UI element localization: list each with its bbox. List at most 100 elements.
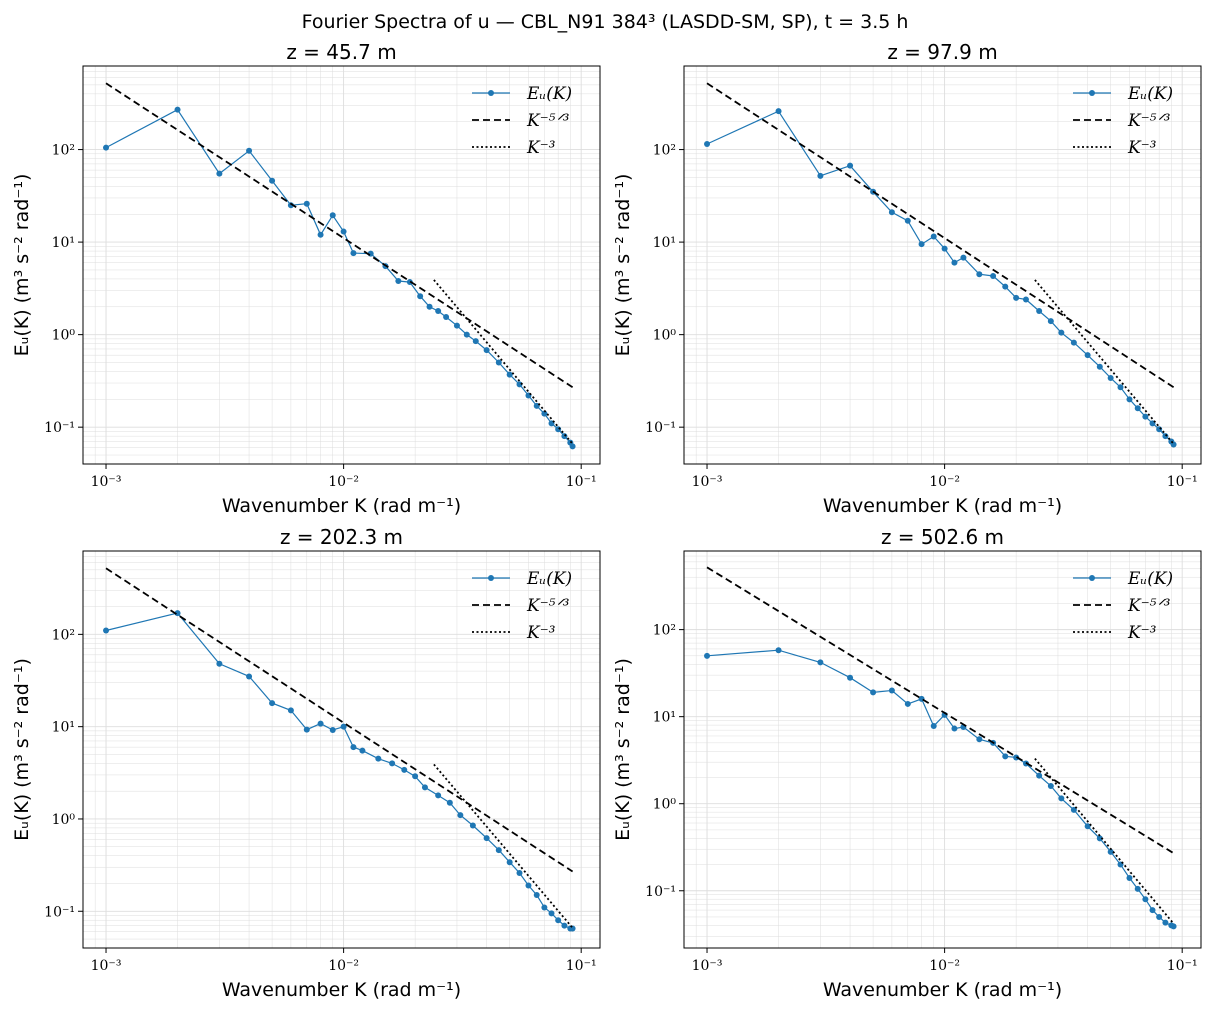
series-line-1 bbox=[105, 612, 573, 930]
data-point bbox=[817, 172, 824, 179]
data-point bbox=[375, 755, 382, 762]
data-point bbox=[1002, 753, 1009, 760]
series-line-1 bbox=[706, 649, 1174, 927]
data-point bbox=[1156, 426, 1163, 433]
data-point bbox=[421, 784, 428, 791]
data-point bbox=[303, 726, 310, 733]
data-point bbox=[495, 847, 502, 854]
data-point bbox=[930, 723, 937, 730]
data-point bbox=[555, 426, 562, 433]
legend-label: Eᵤ(K) bbox=[526, 569, 572, 589]
data-point bbox=[174, 106, 181, 113]
series-line-3 bbox=[433, 763, 574, 929]
data-point bbox=[435, 792, 442, 799]
x-tick-label: 10⁻² bbox=[929, 958, 960, 974]
data-point bbox=[359, 747, 366, 754]
data-point bbox=[317, 720, 324, 727]
data-point bbox=[495, 359, 502, 366]
plot-area bbox=[704, 566, 1177, 930]
series-line-3 bbox=[1034, 279, 1175, 445]
x-axis-label: Wavenumber K (rad m⁻¹) bbox=[222, 979, 461, 1001]
data-point bbox=[1134, 885, 1141, 892]
legend-label: K⁻⁵ᐟ³ bbox=[1127, 596, 1171, 616]
x-tick-label: 10⁻³ bbox=[91, 474, 122, 490]
data-point bbox=[1142, 896, 1149, 903]
y-tick-label: 10⁻¹ bbox=[645, 884, 676, 900]
data-point bbox=[1036, 308, 1043, 315]
series-line-2 bbox=[105, 567, 574, 873]
data-point bbox=[775, 647, 782, 654]
data-point bbox=[1013, 754, 1020, 761]
data-point bbox=[555, 917, 562, 924]
data-point bbox=[888, 687, 895, 694]
data-point bbox=[1002, 283, 1009, 290]
y-axis-label: Eᵤ(K) (m³ s⁻² rad⁻¹) bbox=[612, 658, 634, 841]
legend-marker bbox=[1089, 90, 1095, 96]
data-point bbox=[340, 228, 347, 235]
axes-frame bbox=[683, 550, 1202, 949]
legend: Eᵤ(K) K⁻⁵ᐟ³ K⁻³ bbox=[1073, 569, 1173, 643]
plot-area bbox=[704, 82, 1177, 448]
data-point bbox=[389, 760, 396, 767]
data-point bbox=[870, 689, 877, 696]
data-point bbox=[1058, 795, 1065, 802]
data-point bbox=[216, 660, 223, 667]
y-tick-label: 10⁰ bbox=[653, 797, 677, 813]
data-point bbox=[941, 245, 948, 252]
legend-marker bbox=[1089, 575, 1095, 581]
grid bbox=[684, 551, 1201, 948]
data-point bbox=[775, 108, 782, 115]
data-point bbox=[904, 700, 911, 707]
data-point bbox=[918, 241, 925, 248]
series-line-2 bbox=[706, 566, 1175, 854]
legend-label: K⁻⁵ᐟ³ bbox=[526, 596, 570, 616]
legend-label: K⁻⁵ᐟ³ bbox=[526, 111, 570, 131]
data-point bbox=[1022, 296, 1029, 303]
y-tick-label: 10⁰ bbox=[653, 328, 677, 344]
panel-title: z = 202.3 m bbox=[280, 525, 403, 549]
axes-frame bbox=[683, 65, 1202, 465]
series-line-3 bbox=[433, 279, 574, 445]
data-point bbox=[1036, 772, 1043, 779]
data-point bbox=[930, 233, 937, 240]
data-point bbox=[976, 271, 983, 278]
x-axis-label: Wavenumber K (rad m⁻¹) bbox=[823, 979, 1062, 1001]
data-point bbox=[951, 725, 958, 732]
data-point bbox=[350, 744, 357, 751]
data-point bbox=[483, 835, 490, 842]
chart-panel-2: 10⁻³ 10⁻² 10⁻¹ 10⁻¹ 10⁰ 10¹ 10² z = 97.9 m Waven… bbox=[612, 40, 1202, 517]
data-point bbox=[847, 162, 854, 169]
data-point bbox=[541, 410, 548, 417]
x-tick-label: 10⁻¹ bbox=[566, 474, 597, 490]
grid bbox=[684, 66, 1201, 464]
legend-label: K⁻³ bbox=[526, 138, 556, 158]
data-point bbox=[401, 766, 408, 773]
data-point bbox=[1107, 374, 1114, 381]
y-tick-label: 10¹ bbox=[52, 720, 75, 736]
data-point bbox=[533, 892, 540, 899]
data-point bbox=[216, 170, 223, 177]
data-point bbox=[1107, 848, 1114, 855]
data-point bbox=[317, 231, 324, 238]
panel-title: z = 97.9 m bbox=[887, 40, 997, 64]
data-point bbox=[516, 381, 523, 388]
data-point bbox=[1126, 875, 1133, 882]
y-tick-label: 10⁰ bbox=[52, 328, 76, 344]
data-point bbox=[1070, 339, 1077, 346]
data-point bbox=[417, 293, 424, 300]
data-point bbox=[1156, 913, 1163, 920]
data-point bbox=[1117, 384, 1124, 391]
data-point bbox=[246, 147, 253, 154]
data-point bbox=[412, 773, 419, 780]
y-tick-label: 10⁰ bbox=[52, 812, 76, 828]
axes-frame bbox=[82, 550, 601, 949]
data-point bbox=[951, 259, 958, 266]
legend-marker bbox=[488, 575, 494, 581]
grid bbox=[83, 551, 600, 948]
data-point bbox=[469, 822, 476, 829]
x-tick-label: 10⁻² bbox=[328, 474, 359, 490]
data-point bbox=[350, 250, 357, 257]
panel-title: z = 45.7 m bbox=[286, 40, 396, 64]
legend-label: K⁻³ bbox=[1127, 623, 1157, 643]
